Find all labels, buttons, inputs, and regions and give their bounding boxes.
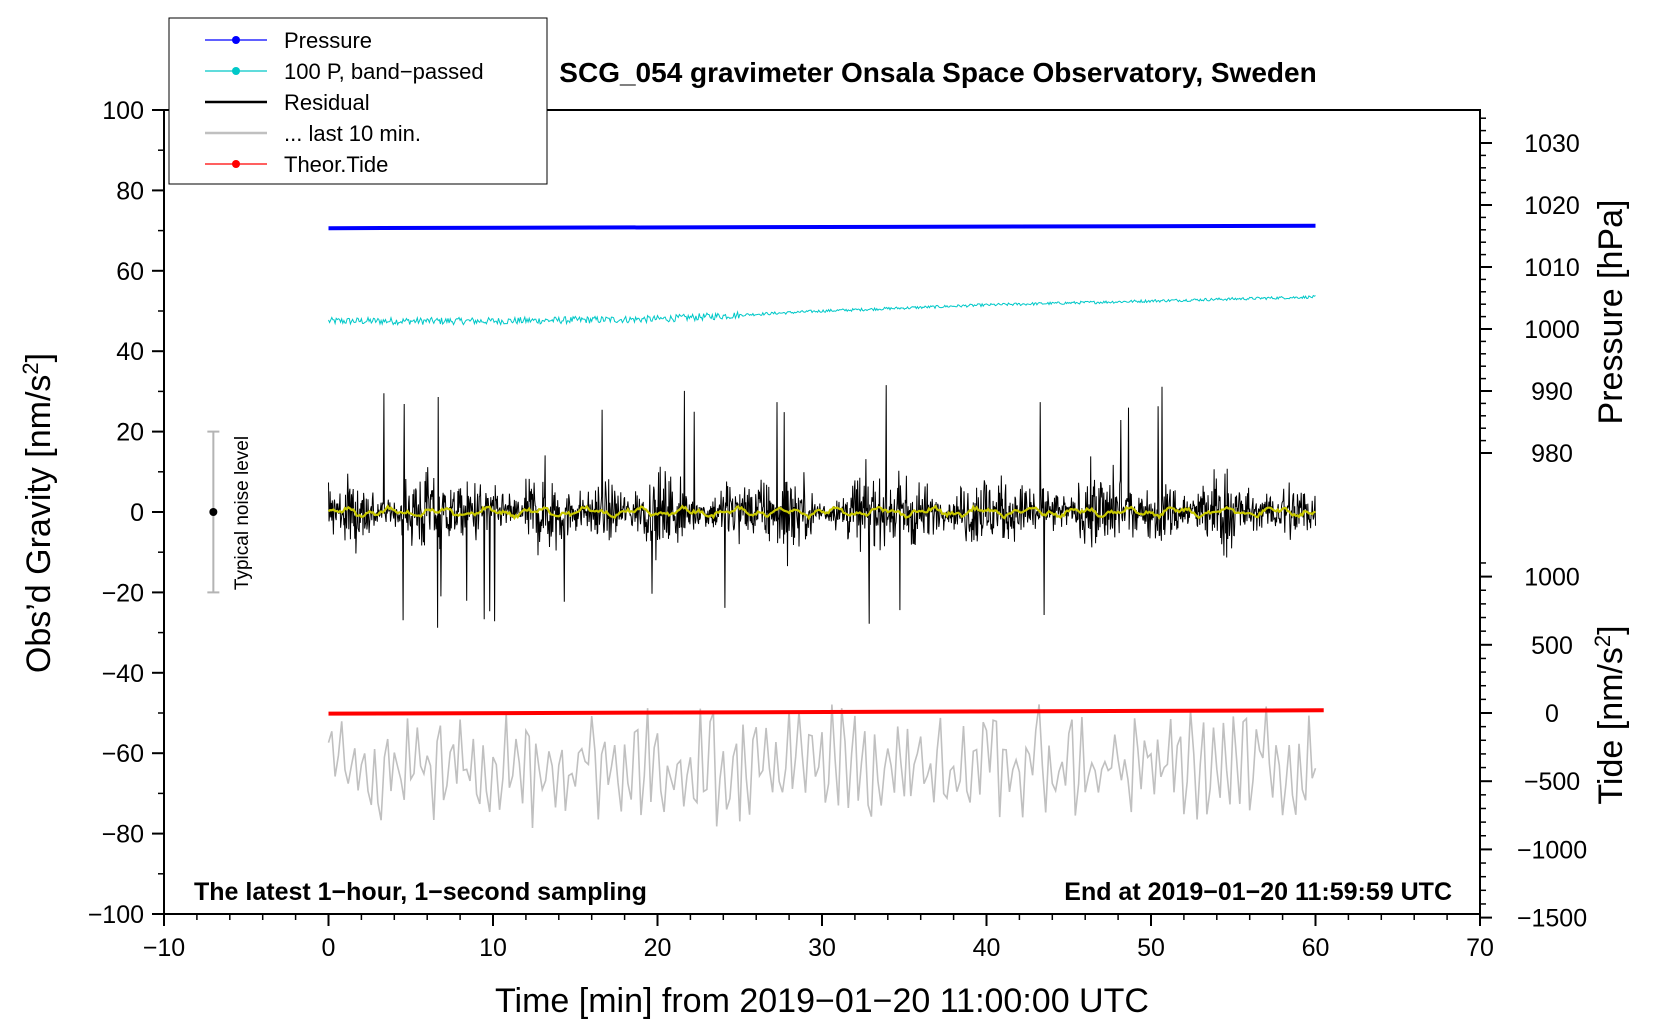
- x-tick-label: 60: [1302, 934, 1330, 962]
- pressure-line: [328, 223, 1316, 231]
- left-y-tick-label: −40: [102, 660, 144, 688]
- left-y-tick-label: 20: [116, 419, 144, 447]
- x-tick-label: 70: [1466, 934, 1494, 962]
- left-y-tick-label: −20: [102, 579, 144, 607]
- x-tick-label: 0: [322, 934, 336, 962]
- legend-label: Residual: [284, 90, 370, 115]
- pressure-tick-label: 980: [1531, 440, 1573, 468]
- pressure-tick-label: 1010: [1524, 254, 1580, 282]
- tide-axis-title: Tide [nm/s2]: [1590, 625, 1630, 804]
- footer-right: End at 2019−01−20 11:59:59 UTC: [1064, 878, 1452, 906]
- x-tick-label: 10: [479, 934, 507, 962]
- left-y-axis-title: Obs’d Gravity [nm/s2]: [18, 353, 58, 673]
- legend-label: 100 P, band−passed: [284, 59, 484, 84]
- x-tick-label: −10: [143, 934, 185, 962]
- tide-tick-label: 500: [1531, 632, 1573, 660]
- pressure-axis: 980 990 1000 1010 1020 1030: [1480, 117, 1580, 468]
- x-tick-label: 40: [973, 934, 1001, 962]
- x-axis: −10 0 10 20 30 40 50 60 70: [143, 914, 1494, 962]
- noise-level-indicator: [207, 430, 220, 594]
- residual-line: [328, 385, 1316, 628]
- pressure-tick-label: 1030: [1524, 130, 1580, 158]
- chart-title: SCG_054 gravimeter Onsala Space Observat…: [559, 57, 1316, 88]
- tide-axis-title-end: ]: [1592, 625, 1630, 634]
- left-y-axis-title-end: ]: [20, 353, 58, 362]
- tide-tick-label: 1000: [1524, 564, 1580, 592]
- pressure-bandpassed-line: [328, 294, 1316, 326]
- left-y-tick-label: 60: [116, 258, 144, 286]
- noise-level-label: Typical noise level: [232, 436, 253, 590]
- footer-left: The latest 1−hour, 1−second sampling: [194, 878, 647, 906]
- left-y-axis-title-sup: 2: [18, 362, 43, 374]
- tide-axis-title-sup: 2: [1590, 635, 1615, 647]
- tide-tick-label: 0: [1545, 700, 1559, 728]
- left-y-axis-title-main: Obs’d Gravity [nm/s: [20, 375, 58, 674]
- series-layer: [327, 223, 1324, 829]
- pressure-tick-label: 1000: [1524, 316, 1580, 344]
- left-y-tick-label: 40: [116, 338, 144, 366]
- left-y-tick-label: −80: [102, 821, 144, 849]
- pressure-tick-label: 1020: [1524, 192, 1580, 220]
- tide-axis-title-main: Tide [nm/s: [1592, 647, 1630, 804]
- legend: Pressure 100 P, band−passed Residual ... la…: [168, 17, 548, 185]
- x-tick-label: 50: [1137, 934, 1165, 962]
- noise-center-dot: [209, 508, 218, 516]
- tide-tick-label: −1500: [1517, 905, 1587, 933]
- left-y-tick-label: 0: [130, 499, 144, 527]
- left-y-tick-label: 80: [116, 177, 144, 205]
- left-y-tick-label: −60: [102, 740, 144, 768]
- legend-marker: [232, 36, 240, 44]
- last-10-min-line: [327, 704, 1317, 829]
- tide-tick-label: −500: [1524, 768, 1580, 796]
- legend-label: Theor.Tide: [284, 152, 388, 177]
- x-axis-title: Time [min] from 2019−01−20 11:00:00 UTC: [495, 982, 1149, 1020]
- legend-label: Pressure: [284, 28, 372, 53]
- legend-label: ... last 10 min.: [284, 121, 421, 146]
- x-tick-label: 20: [644, 934, 672, 962]
- left-y-axis: −100 −80 −60 −40 −20 0 20 40 60 80 100: [88, 97, 164, 929]
- residual-smoothed-line: [327, 504, 1316, 521]
- left-y-tick-label: −100: [88, 901, 144, 929]
- legend-marker: [232, 160, 240, 168]
- tide-axis: −1500 −1000 −500 0 500 1000: [1480, 562, 1587, 933]
- x-tick-label: 30: [808, 934, 836, 962]
- theoretical-tide-line: [328, 708, 1324, 716]
- pressure-axis-title: Pressure [hPa]: [1592, 200, 1630, 425]
- left-y-tick-label: 100: [102, 97, 144, 125]
- tide-tick-label: −1000: [1517, 836, 1587, 864]
- pressure-tick-label: 990: [1531, 378, 1573, 406]
- legend-marker: [232, 67, 240, 75]
